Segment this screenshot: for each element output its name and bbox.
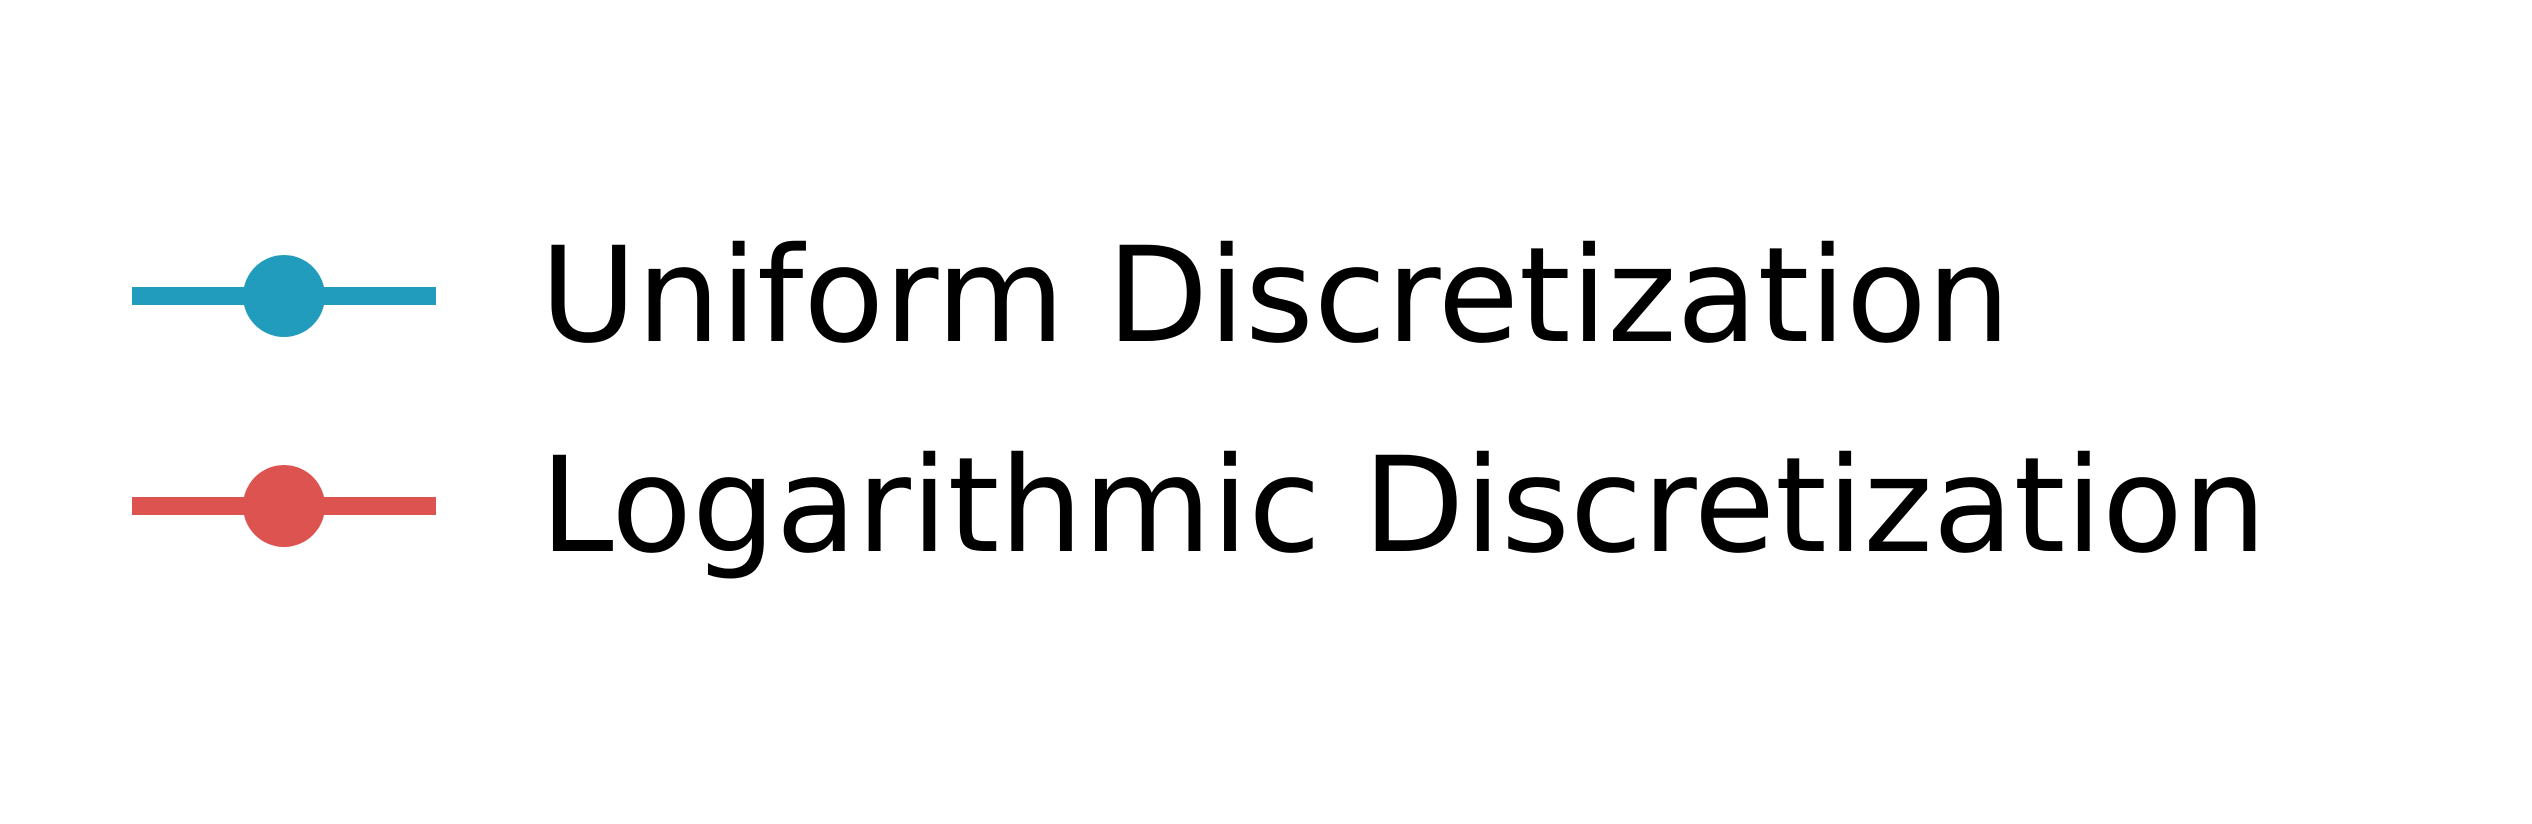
legend-marker-logarithmic [132, 465, 436, 547]
legend-entry-logarithmic: Logarithmic Discretization [0, 426, 2532, 586]
legend-entry-uniform: Uniform Discretization [0, 216, 2532, 376]
legend-label-logarithmic: Logarithmic Discretization [540, 429, 2267, 583]
legend-marker-uniform [132, 255, 436, 337]
legend-dot-logarithmic [243, 465, 325, 547]
legend-dot-uniform [243, 255, 325, 337]
legend-label-uniform: Uniform Discretization [540, 219, 2011, 373]
